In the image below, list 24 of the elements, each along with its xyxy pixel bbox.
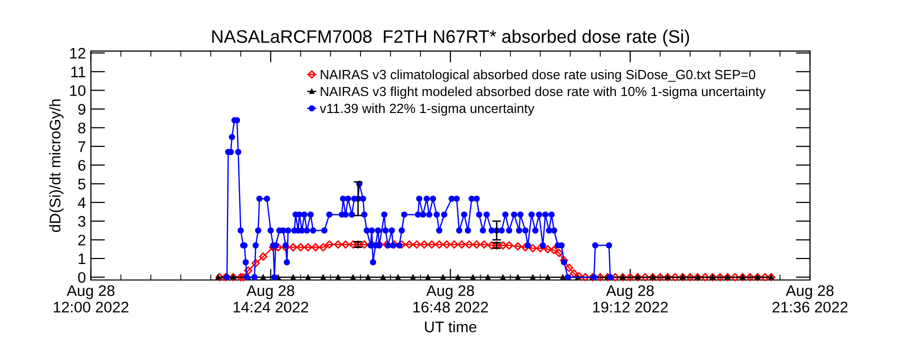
y-tick-label: 12	[70, 48, 86, 59]
y-tick-label: 10	[70, 85, 86, 96]
y-tick-label: 5	[78, 178, 86, 190]
x-tick-label: Aug 28 14:24 2022	[234, 285, 308, 313]
y-tick-label: 1	[78, 254, 86, 264]
y-tick-label: 0	[78, 272, 86, 283]
y-tick-label: 2	[78, 234, 86, 246]
y-tick-label: 6	[78, 160, 86, 171]
y-tick-label: 7	[78, 141, 86, 152]
legend-label: NAIRAS v3 flight modeled absorbed dose rate with 10% 1-sigma uncertainty	[320, 86, 766, 99]
y-tick-label: 11	[71, 66, 86, 78]
x-tick-label: Aug 28 12:00 2022	[54, 285, 128, 313]
chart-title: NASALaRCFM7008 F2TH N67RT* absorbed dose rate (Si)	[212, 30, 690, 47]
y-axis-title: dD(Si)/dt microGy/h	[49, 99, 64, 232]
y-tick-label: 8	[78, 122, 86, 134]
x-tick-label: Aug 28 21:36 2022	[772, 285, 848, 313]
y-tick-label: 4	[78, 197, 86, 208]
x-tick-label: Aug 28 16:48 2022	[413, 285, 488, 313]
x-axis-title: UT time	[425, 321, 476, 332]
legend-label: NAIRAS v3 climatological absorbed dose rate using SiDose_G0.txt SEP=0	[320, 70, 756, 82]
legend-label: v11.39 with 22% 1-sigma uncertainty	[320, 103, 534, 116]
y-tick-label: 3	[78, 216, 86, 227]
x-tick-label: Aug 28 19:12 2022	[593, 285, 668, 313]
y-tick-label: 9	[78, 104, 86, 115]
